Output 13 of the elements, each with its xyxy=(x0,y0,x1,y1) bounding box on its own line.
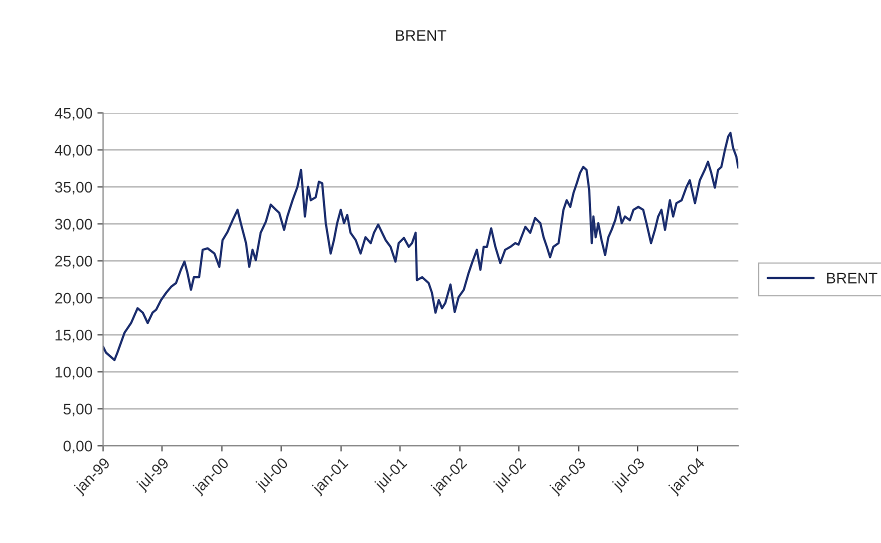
y-tick-label: 35,00 xyxy=(55,182,92,194)
y-tick-label: 10,00 xyxy=(56,366,92,380)
y-tick-label: 20,00 xyxy=(55,292,92,306)
legend-label: BRENT xyxy=(827,272,878,284)
y-tick-label: 30,00 xyxy=(55,218,92,232)
y-tick-label: 25,00 xyxy=(55,256,92,268)
y-tick-label: 0,00 xyxy=(64,440,92,454)
y-tick-label: 15,00 xyxy=(56,330,92,342)
y-tick-label: 5,00 xyxy=(64,404,92,416)
y-tick-label: 40,00 xyxy=(54,144,92,158)
y-tick-label: 45,00 xyxy=(54,108,92,120)
chart-title: BRENT xyxy=(396,30,446,41)
line-series xyxy=(103,132,738,362)
